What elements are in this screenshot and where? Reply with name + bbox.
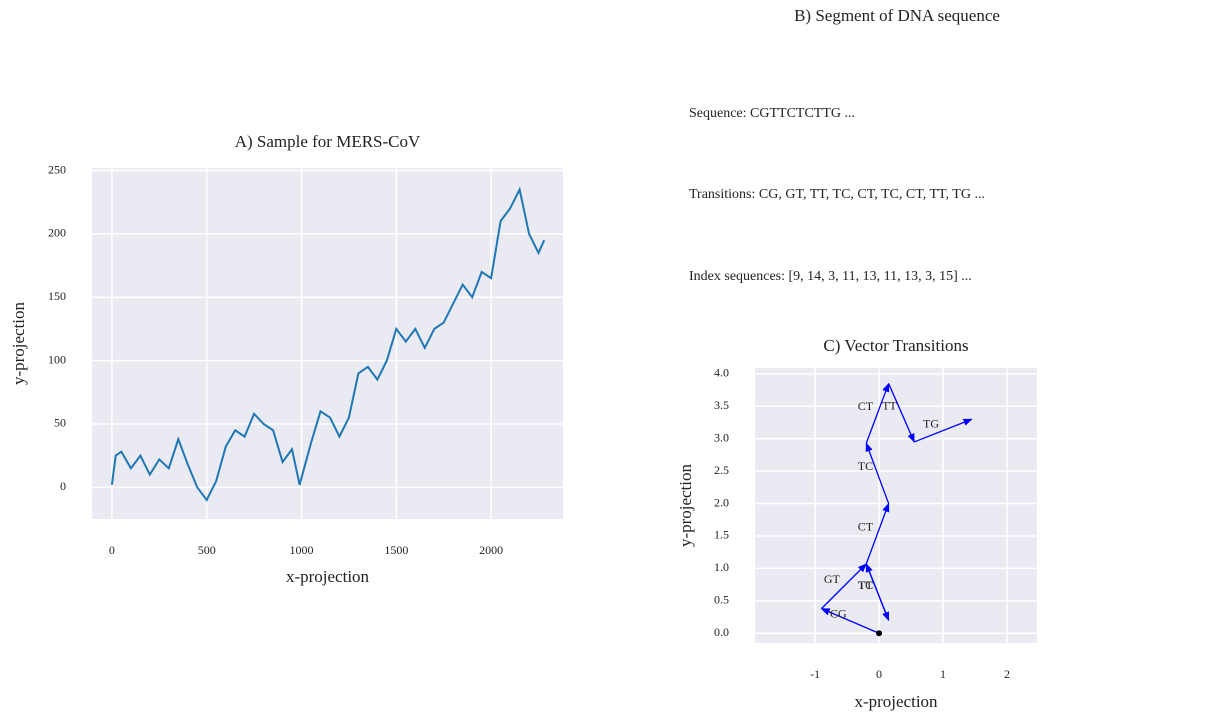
chart-title: C) Vector Transitions (823, 336, 968, 355)
segment-label: TG (923, 416, 939, 430)
vector-arrow (821, 563, 867, 610)
y-tick-label: 0.5 (714, 593, 729, 607)
y-tick-label: 250 (48, 162, 66, 176)
y-tick-label: 50 (54, 416, 66, 430)
vector-arrow (820, 608, 880, 634)
x-tick-label: 2 (1004, 667, 1010, 681)
plot-background (755, 368, 1037, 643)
x-tick-label: 0 (109, 543, 115, 557)
vector-arrow (865, 442, 890, 504)
x-tick-label: 1000 (290, 543, 314, 557)
y-tick-label: 2.0 (714, 495, 729, 509)
x-tick-label: 500 (198, 543, 216, 557)
x-axis-label: x-projection (286, 567, 370, 586)
chart-title: A) Sample for MERS-CoV (235, 132, 421, 151)
vector-arrow (865, 382, 890, 444)
y-tick-label: 0.0 (714, 625, 729, 639)
segment-label: TT (858, 578, 873, 592)
vector-arrow (865, 502, 890, 565)
vector-arrow (865, 563, 890, 621)
segment-label: GT (824, 572, 841, 586)
segment-label: CG (830, 607, 847, 621)
transitions-text: Transitions: CG, GT, TT, TC, CT, TC, CT,… (689, 187, 985, 202)
vector-arrow (913, 418, 973, 443)
segment-label: TT (882, 399, 897, 413)
y-tick-label: 2.5 (714, 463, 729, 477)
start-point (876, 630, 883, 637)
y-tick-label: 1.5 (714, 528, 729, 542)
y-tick-label: 200 (48, 226, 66, 240)
x-tick-label: 1500 (384, 543, 408, 557)
segment-label: TC (858, 578, 873, 592)
x-tick-label: -1 (810, 667, 820, 681)
y-axis-label: y-projection (676, 463, 695, 547)
y-tick-label: 1.0 (714, 560, 729, 574)
panel-title: B) Segment of DNA sequence (794, 6, 1000, 25)
x-tick-label: 2000 (479, 543, 503, 557)
data-line (110, 186, 546, 502)
x-axis-label: x-projection (854, 692, 938, 711)
x-tick-label: 1 (940, 667, 946, 681)
segment-label: CT (858, 399, 874, 413)
y-tick-label: 0 (60, 479, 66, 493)
y-tick-label: 4.0 (714, 366, 729, 380)
segment-label: TC (858, 459, 873, 473)
y-tick-label: 3.0 (714, 430, 729, 444)
y-tick-label: 100 (48, 352, 66, 366)
segment-label: CT (858, 519, 874, 533)
index-text: Index sequences: [9, 14, 3, 11, 13, 11, … (689, 269, 972, 284)
y-axis-label: y-projection (9, 301, 28, 385)
x-tick-label: 0 (876, 667, 882, 681)
sequence-text: Sequence: CGTTCTCTTG ... (689, 106, 855, 121)
vector-arrow (888, 383, 915, 443)
y-tick-label: 150 (48, 289, 66, 303)
y-tick-label: 3.5 (714, 398, 729, 412)
plot-background (92, 168, 563, 519)
